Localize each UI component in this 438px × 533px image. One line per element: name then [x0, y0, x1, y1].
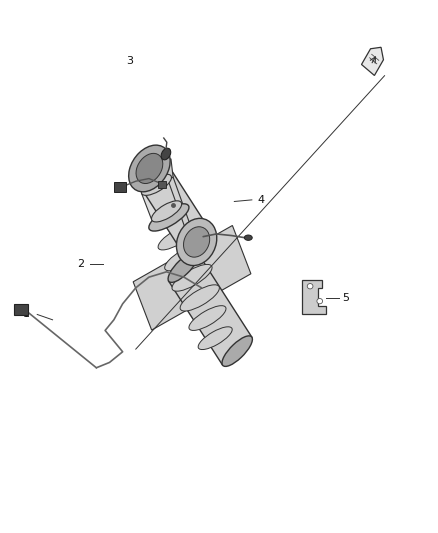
FancyBboxPatch shape	[158, 181, 166, 188]
FancyBboxPatch shape	[114, 182, 126, 192]
Ellipse shape	[136, 154, 163, 183]
FancyBboxPatch shape	[14, 304, 28, 315]
Ellipse shape	[244, 235, 252, 240]
Polygon shape	[165, 159, 173, 179]
Ellipse shape	[161, 148, 171, 160]
Ellipse shape	[165, 245, 204, 271]
Ellipse shape	[141, 174, 172, 196]
Polygon shape	[168, 176, 195, 241]
Ellipse shape	[317, 298, 322, 304]
Ellipse shape	[180, 285, 219, 311]
Polygon shape	[169, 253, 252, 365]
Ellipse shape	[168, 252, 198, 282]
Polygon shape	[133, 225, 251, 330]
Text: 4: 4	[257, 195, 264, 205]
Text: 2: 2	[78, 259, 85, 269]
Polygon shape	[302, 280, 326, 314]
Ellipse shape	[158, 225, 195, 250]
Polygon shape	[361, 47, 383, 76]
Ellipse shape	[189, 305, 226, 330]
Ellipse shape	[152, 206, 186, 229]
Ellipse shape	[184, 227, 210, 257]
Ellipse shape	[129, 145, 170, 192]
Ellipse shape	[222, 336, 252, 366]
Ellipse shape	[149, 204, 189, 231]
Text: 5: 5	[343, 294, 350, 303]
Ellipse shape	[177, 219, 217, 265]
Ellipse shape	[136, 155, 163, 182]
Ellipse shape	[183, 229, 210, 255]
Polygon shape	[137, 156, 209, 254]
Text: 3: 3	[126, 56, 133, 66]
Ellipse shape	[172, 264, 212, 291]
Ellipse shape	[152, 201, 182, 222]
Ellipse shape	[307, 284, 313, 289]
Ellipse shape	[198, 327, 232, 350]
Polygon shape	[141, 176, 181, 220]
Text: 1: 1	[23, 310, 30, 319]
